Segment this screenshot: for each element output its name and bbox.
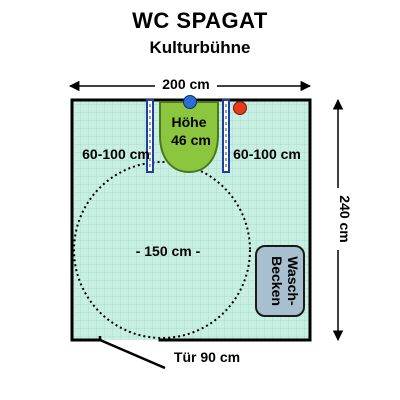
wall-left <box>70 98 102 342</box>
door-leaf <box>99 338 166 370</box>
height-label: 240 cm <box>337 195 353 242</box>
door <box>98 336 166 370</box>
right-clearance-label: 60-100 cm <box>233 146 301 162</box>
height-label-bg <box>328 188 350 250</box>
turning-circle <box>73 161 251 339</box>
width-label: 200 cm <box>162 76 209 92</box>
flush-button-blue-icon <box>183 95 197 109</box>
page-subtitle: Kulturbühne <box>149 38 251 57</box>
sink-label-line1: Wasch- <box>285 256 301 306</box>
width-label-bg <box>155 76 217 94</box>
toilet-height-label: Höhe <box>172 114 207 130</box>
page-title: WC SPAGAT <box>132 8 268 33</box>
door-label: Tür 90 cm <box>174 349 240 365</box>
turning-circle-label: - 150 cm - <box>136 243 201 259</box>
flush-button-red-icon <box>233 101 247 115</box>
toilet-shape <box>159 101 219 174</box>
sink-label-line2: Becken <box>269 256 285 306</box>
left-clearance-label: 60-100 cm <box>82 146 150 162</box>
sink-shape <box>255 245 305 317</box>
toilet-height-value: 46 cm <box>171 132 211 148</box>
